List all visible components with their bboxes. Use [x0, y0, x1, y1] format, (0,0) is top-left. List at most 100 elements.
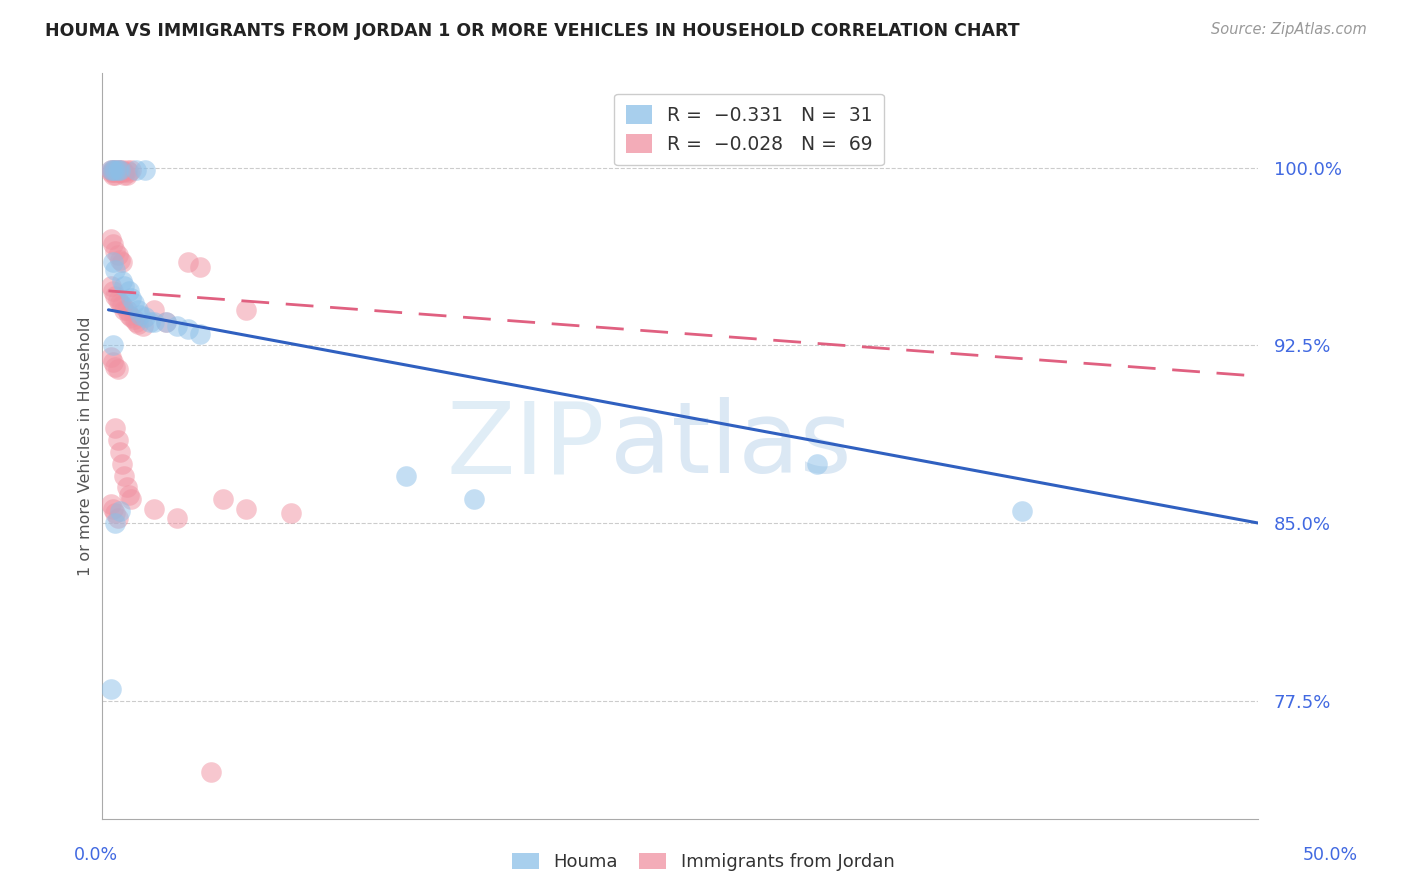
Point — [166, 319, 188, 334]
Point — [108, 253, 131, 268]
Point — [111, 163, 134, 178]
Point — [104, 244, 127, 258]
Point — [108, 163, 131, 178]
Point — [120, 291, 142, 305]
Point — [108, 445, 131, 459]
Point — [115, 163, 138, 178]
Point — [107, 165, 129, 179]
Point — [114, 168, 136, 182]
Point — [104, 516, 127, 530]
Point — [107, 163, 129, 178]
Point — [134, 163, 156, 178]
Point — [122, 295, 145, 310]
Point — [280, 507, 302, 521]
Text: atlas: atlas — [610, 398, 852, 494]
Point — [108, 295, 131, 310]
Point — [101, 501, 124, 516]
Point — [107, 362, 129, 376]
Point — [107, 248, 129, 262]
Point — [104, 163, 127, 178]
Point — [104, 507, 127, 521]
Point — [108, 504, 131, 518]
Point — [107, 293, 129, 308]
Point — [118, 308, 141, 322]
Point — [104, 262, 127, 277]
Point — [129, 308, 152, 322]
Point — [155, 315, 177, 329]
Y-axis label: 1 or more Vehicles in Household: 1 or more Vehicles in Household — [79, 317, 93, 575]
Point — [104, 163, 127, 178]
Point — [115, 168, 138, 182]
Legend: Houma, Immigrants from Jordan: Houma, Immigrants from Jordan — [505, 846, 901, 879]
Text: ZIP: ZIP — [446, 398, 605, 494]
Point — [115, 302, 138, 317]
Point — [100, 232, 122, 246]
Point — [806, 457, 828, 471]
Point — [101, 236, 124, 251]
Point — [125, 163, 148, 178]
Point — [177, 255, 200, 269]
Point — [114, 165, 136, 179]
Point — [107, 163, 129, 178]
Point — [143, 501, 166, 516]
Point — [100, 163, 122, 178]
Point — [127, 302, 149, 317]
Point — [104, 168, 127, 182]
Point — [114, 468, 136, 483]
Point — [111, 298, 134, 312]
Point — [101, 165, 124, 179]
Point — [138, 315, 160, 329]
Point — [143, 302, 166, 317]
Point — [101, 284, 124, 298]
Point — [101, 168, 124, 182]
Point — [111, 274, 134, 288]
Point — [104, 288, 127, 302]
Point — [188, 326, 211, 341]
Text: 0.0%: 0.0% — [73, 846, 118, 863]
Legend: R =  −0.331   N =  31, R =  −0.028   N =  69: R = −0.331 N = 31, R = −0.028 N = 69 — [614, 94, 884, 165]
Point — [104, 421, 127, 435]
Point — [100, 497, 122, 511]
Point — [155, 315, 177, 329]
Point — [114, 279, 136, 293]
Point — [101, 338, 124, 352]
Point — [211, 492, 233, 507]
Point — [166, 511, 188, 525]
Point — [111, 457, 134, 471]
Point — [1011, 504, 1033, 518]
Point — [100, 681, 122, 696]
Point — [101, 163, 124, 178]
Point — [235, 501, 257, 516]
Point — [143, 315, 166, 329]
Point — [134, 310, 156, 324]
Point — [100, 163, 122, 178]
Point — [132, 319, 155, 334]
Point — [122, 312, 145, 326]
Point — [120, 163, 142, 178]
Point — [118, 487, 141, 501]
Point — [177, 322, 200, 336]
Point — [111, 255, 134, 269]
Point — [118, 284, 141, 298]
Point — [235, 302, 257, 317]
Point — [101, 255, 124, 269]
Point — [114, 302, 136, 317]
Point — [104, 165, 127, 179]
Point — [101, 163, 124, 178]
Point — [108, 165, 131, 179]
Point — [127, 317, 149, 331]
Point — [394, 468, 416, 483]
Point — [100, 279, 122, 293]
Point — [188, 260, 211, 275]
Point — [115, 480, 138, 494]
Point — [100, 350, 122, 364]
Point — [200, 764, 222, 779]
Point — [107, 433, 129, 447]
Point — [107, 511, 129, 525]
Text: Source: ZipAtlas.com: Source: ZipAtlas.com — [1211, 22, 1367, 37]
Point — [125, 315, 148, 329]
Text: HOUMA VS IMMIGRANTS FROM JORDAN 1 OR MORE VEHICLES IN HOUSEHOLD CORRELATION CHAR: HOUMA VS IMMIGRANTS FROM JORDAN 1 OR MOR… — [45, 22, 1019, 40]
Point — [118, 165, 141, 179]
Point — [101, 355, 124, 369]
Point — [120, 492, 142, 507]
